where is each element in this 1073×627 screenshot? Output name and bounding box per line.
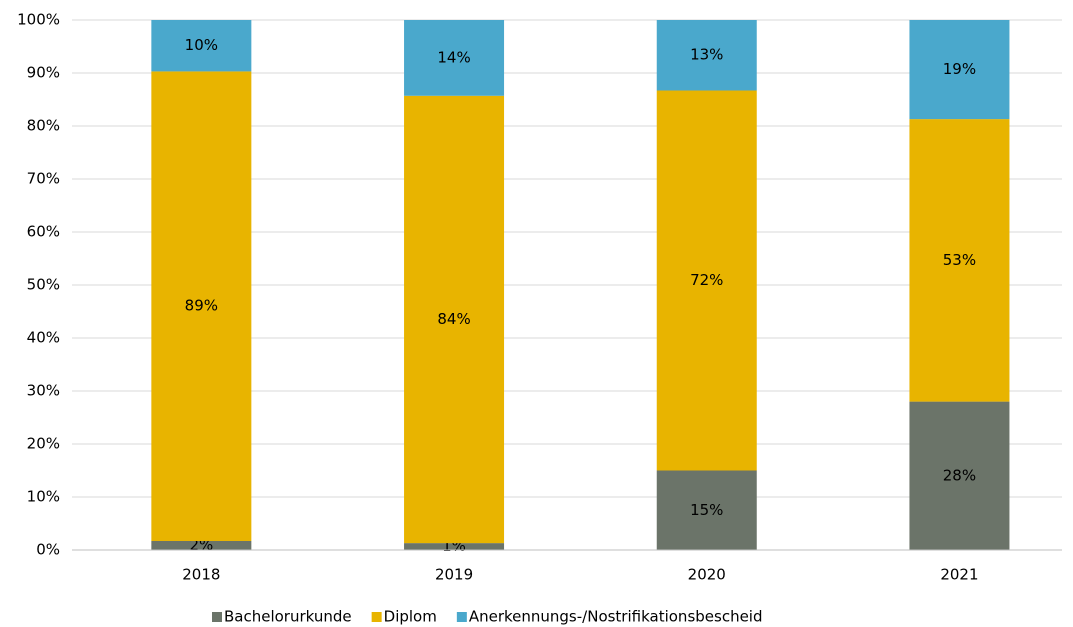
data-label: 28%	[943, 466, 976, 484]
y-tick-label: 30%	[27, 382, 60, 400]
bar-segment	[656, 470, 757, 550]
bar-segment	[151, 20, 252, 72]
x-tick-label: 2020	[688, 566, 726, 584]
data-label: 72%	[690, 271, 723, 289]
data-label: 10%	[185, 36, 218, 54]
y-tick-label: 50%	[27, 276, 60, 294]
legend-swatch	[212, 612, 222, 622]
y-tick-label: 100%	[17, 11, 60, 29]
data-label: 13%	[690, 46, 723, 64]
legend-swatch	[371, 612, 382, 622]
data-label: 15%	[690, 501, 723, 519]
y-tick-label: 10%	[27, 488, 60, 506]
y-tick-label: 20%	[27, 435, 60, 453]
bar-segment	[151, 540, 252, 550]
bar-segment	[151, 71, 252, 541]
legend-label: Diplom	[384, 608, 437, 626]
x-tick-label: 2018	[182, 566, 220, 584]
legend-swatch	[456, 612, 467, 622]
bar-segment	[404, 95, 505, 544]
bar-segment	[909, 119, 1010, 402]
bar-segment	[909, 20, 1010, 120]
legend-label: Anerkennungs-/Nostrifikationsbescheid	[469, 608, 763, 626]
y-tick-label: 40%	[27, 329, 60, 347]
bar-segment	[404, 20, 505, 96]
bar-segment	[656, 20, 757, 91]
bar-segment	[404, 543, 505, 550]
y-tick-label: 90%	[27, 64, 60, 82]
bar-segment	[909, 401, 1010, 550]
x-tick-label: 2021	[940, 566, 978, 584]
bar-segment	[656, 90, 757, 471]
x-tick-label: 2019	[435, 566, 473, 584]
y-tick-label: 70%	[27, 170, 60, 188]
data-label: 19%	[943, 60, 976, 78]
y-tick-label: 0%	[36, 541, 60, 559]
legend-label: Bachelorurkunde	[224, 608, 352, 626]
data-label: 84%	[437, 310, 470, 328]
y-tick-label: 80%	[27, 117, 60, 135]
data-label: 53%	[943, 251, 976, 269]
y-tick-label: 60%	[27, 223, 60, 241]
data-label: 14%	[437, 48, 470, 66]
data-label: 89%	[185, 297, 218, 315]
